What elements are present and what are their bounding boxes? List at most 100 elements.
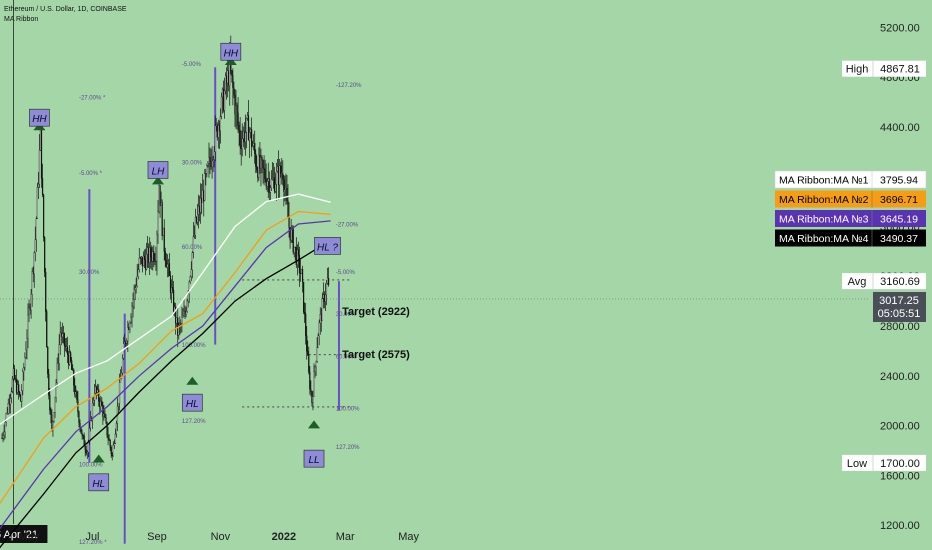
candle-body (74, 385, 76, 395)
candle-body (122, 358, 124, 374)
candle-body (285, 187, 287, 190)
candle-body (153, 251, 155, 262)
candle-body (237, 112, 239, 126)
candle-body (203, 190, 205, 201)
candle-body (41, 178, 44, 195)
candle-body (134, 287, 136, 290)
candle-body (263, 167, 265, 170)
candle-body (171, 287, 174, 291)
swing-marker-triangle (152, 176, 164, 185)
target-label: Target (2575) (342, 349, 410, 361)
current-price-value: 3017.25 (879, 295, 919, 307)
candle-body (129, 322, 131, 330)
candle-body (221, 89, 224, 98)
candle-body (317, 335, 319, 349)
candle-body (209, 157, 211, 163)
candle-body (245, 118, 247, 133)
swing-label-box (314, 237, 341, 255)
candle-body (258, 155, 260, 178)
candle-body (82, 435, 84, 437)
candle-body (280, 165, 282, 174)
candle-body (137, 269, 139, 277)
candle-body (201, 198, 203, 203)
candle-body (250, 129, 253, 147)
candle-body (124, 341, 126, 344)
swing-label-box (181, 393, 203, 412)
moving-average-line (0, 239, 331, 549)
candle-body (160, 202, 162, 206)
candle-body (140, 256, 142, 259)
candle-body (187, 293, 189, 302)
price-label-box (842, 273, 926, 290)
candle-body (132, 299, 134, 307)
candle-body (139, 257, 141, 260)
candle-body (240, 144, 242, 149)
symbol-title: Ethereum / U.S. Dollar, 1D, COINBASE (4, 6, 127, 13)
candle-body (273, 177, 276, 192)
candle-body (141, 256, 143, 267)
candle-body (215, 124, 217, 127)
candle-body (85, 449, 87, 454)
candle-body (65, 346, 68, 348)
candle-body (297, 249, 300, 256)
candle-body (72, 369, 74, 371)
candle-body (232, 75, 234, 88)
candle-body (146, 247, 149, 255)
fib-level-label: 60.00% (336, 354, 357, 360)
candle-body (51, 414, 53, 430)
candle-body (7, 403, 9, 414)
current-price-countdown: 05:05:51 (878, 308, 921, 320)
candle-body (304, 311, 306, 315)
candle-body (182, 315, 184, 318)
candle-body (325, 283, 328, 296)
swing-label-text: HL ? (317, 242, 338, 253)
y-tick-label: 5200.00 (880, 22, 920, 34)
candle-body (302, 281, 305, 313)
x-tick-label: May (398, 531, 419, 543)
candle-body (75, 391, 77, 395)
target-label: Target (2922) (342, 306, 410, 318)
candle-body (91, 402, 94, 421)
y-tick-label: 4400.00 (880, 122, 920, 134)
candle-body (107, 434, 109, 439)
candle-body (99, 401, 101, 407)
candle-body (16, 384, 19, 393)
candle-body (49, 395, 51, 411)
ma-label-value: 3696.71 (880, 194, 918, 206)
fib-level-label: 30.00% (79, 270, 100, 276)
candle-body (192, 236, 194, 253)
candle-body (252, 145, 254, 147)
candle-body (38, 149, 41, 185)
candle-body (202, 190, 204, 203)
candle-body (286, 187, 288, 201)
candle-body (292, 228, 294, 253)
swing-marker-triangle (92, 454, 105, 463)
fib-level-label: 30.00% (336, 312, 357, 318)
candle-body (183, 310, 185, 316)
fib-level-label: 127.20% * (79, 540, 107, 546)
indicator-title[interactable]: MA Ribbon (4, 16, 39, 23)
candle-body (188, 281, 190, 295)
candle-body (78, 411, 80, 424)
candle-body (34, 239, 36, 253)
candle-body (6, 413, 8, 415)
candle-body (33, 252, 35, 275)
candle-body (238, 124, 240, 131)
candle-body (47, 347, 49, 375)
candle-body (130, 317, 132, 323)
moving-average-line (0, 193, 331, 425)
candle-body (326, 277, 329, 284)
fib-level-label: -127.20% (336, 83, 362, 89)
y-tick-label: 2400.00 (880, 371, 920, 383)
candle-body (40, 124, 43, 179)
candle-body (205, 173, 207, 175)
candle-body (32, 271, 34, 275)
candle-body (165, 260, 167, 268)
candle-body (224, 75, 227, 91)
candle-body (128, 326, 130, 330)
candle-body (193, 235, 195, 237)
swing-label-text: HL (92, 479, 105, 490)
candle-body (186, 300, 188, 312)
